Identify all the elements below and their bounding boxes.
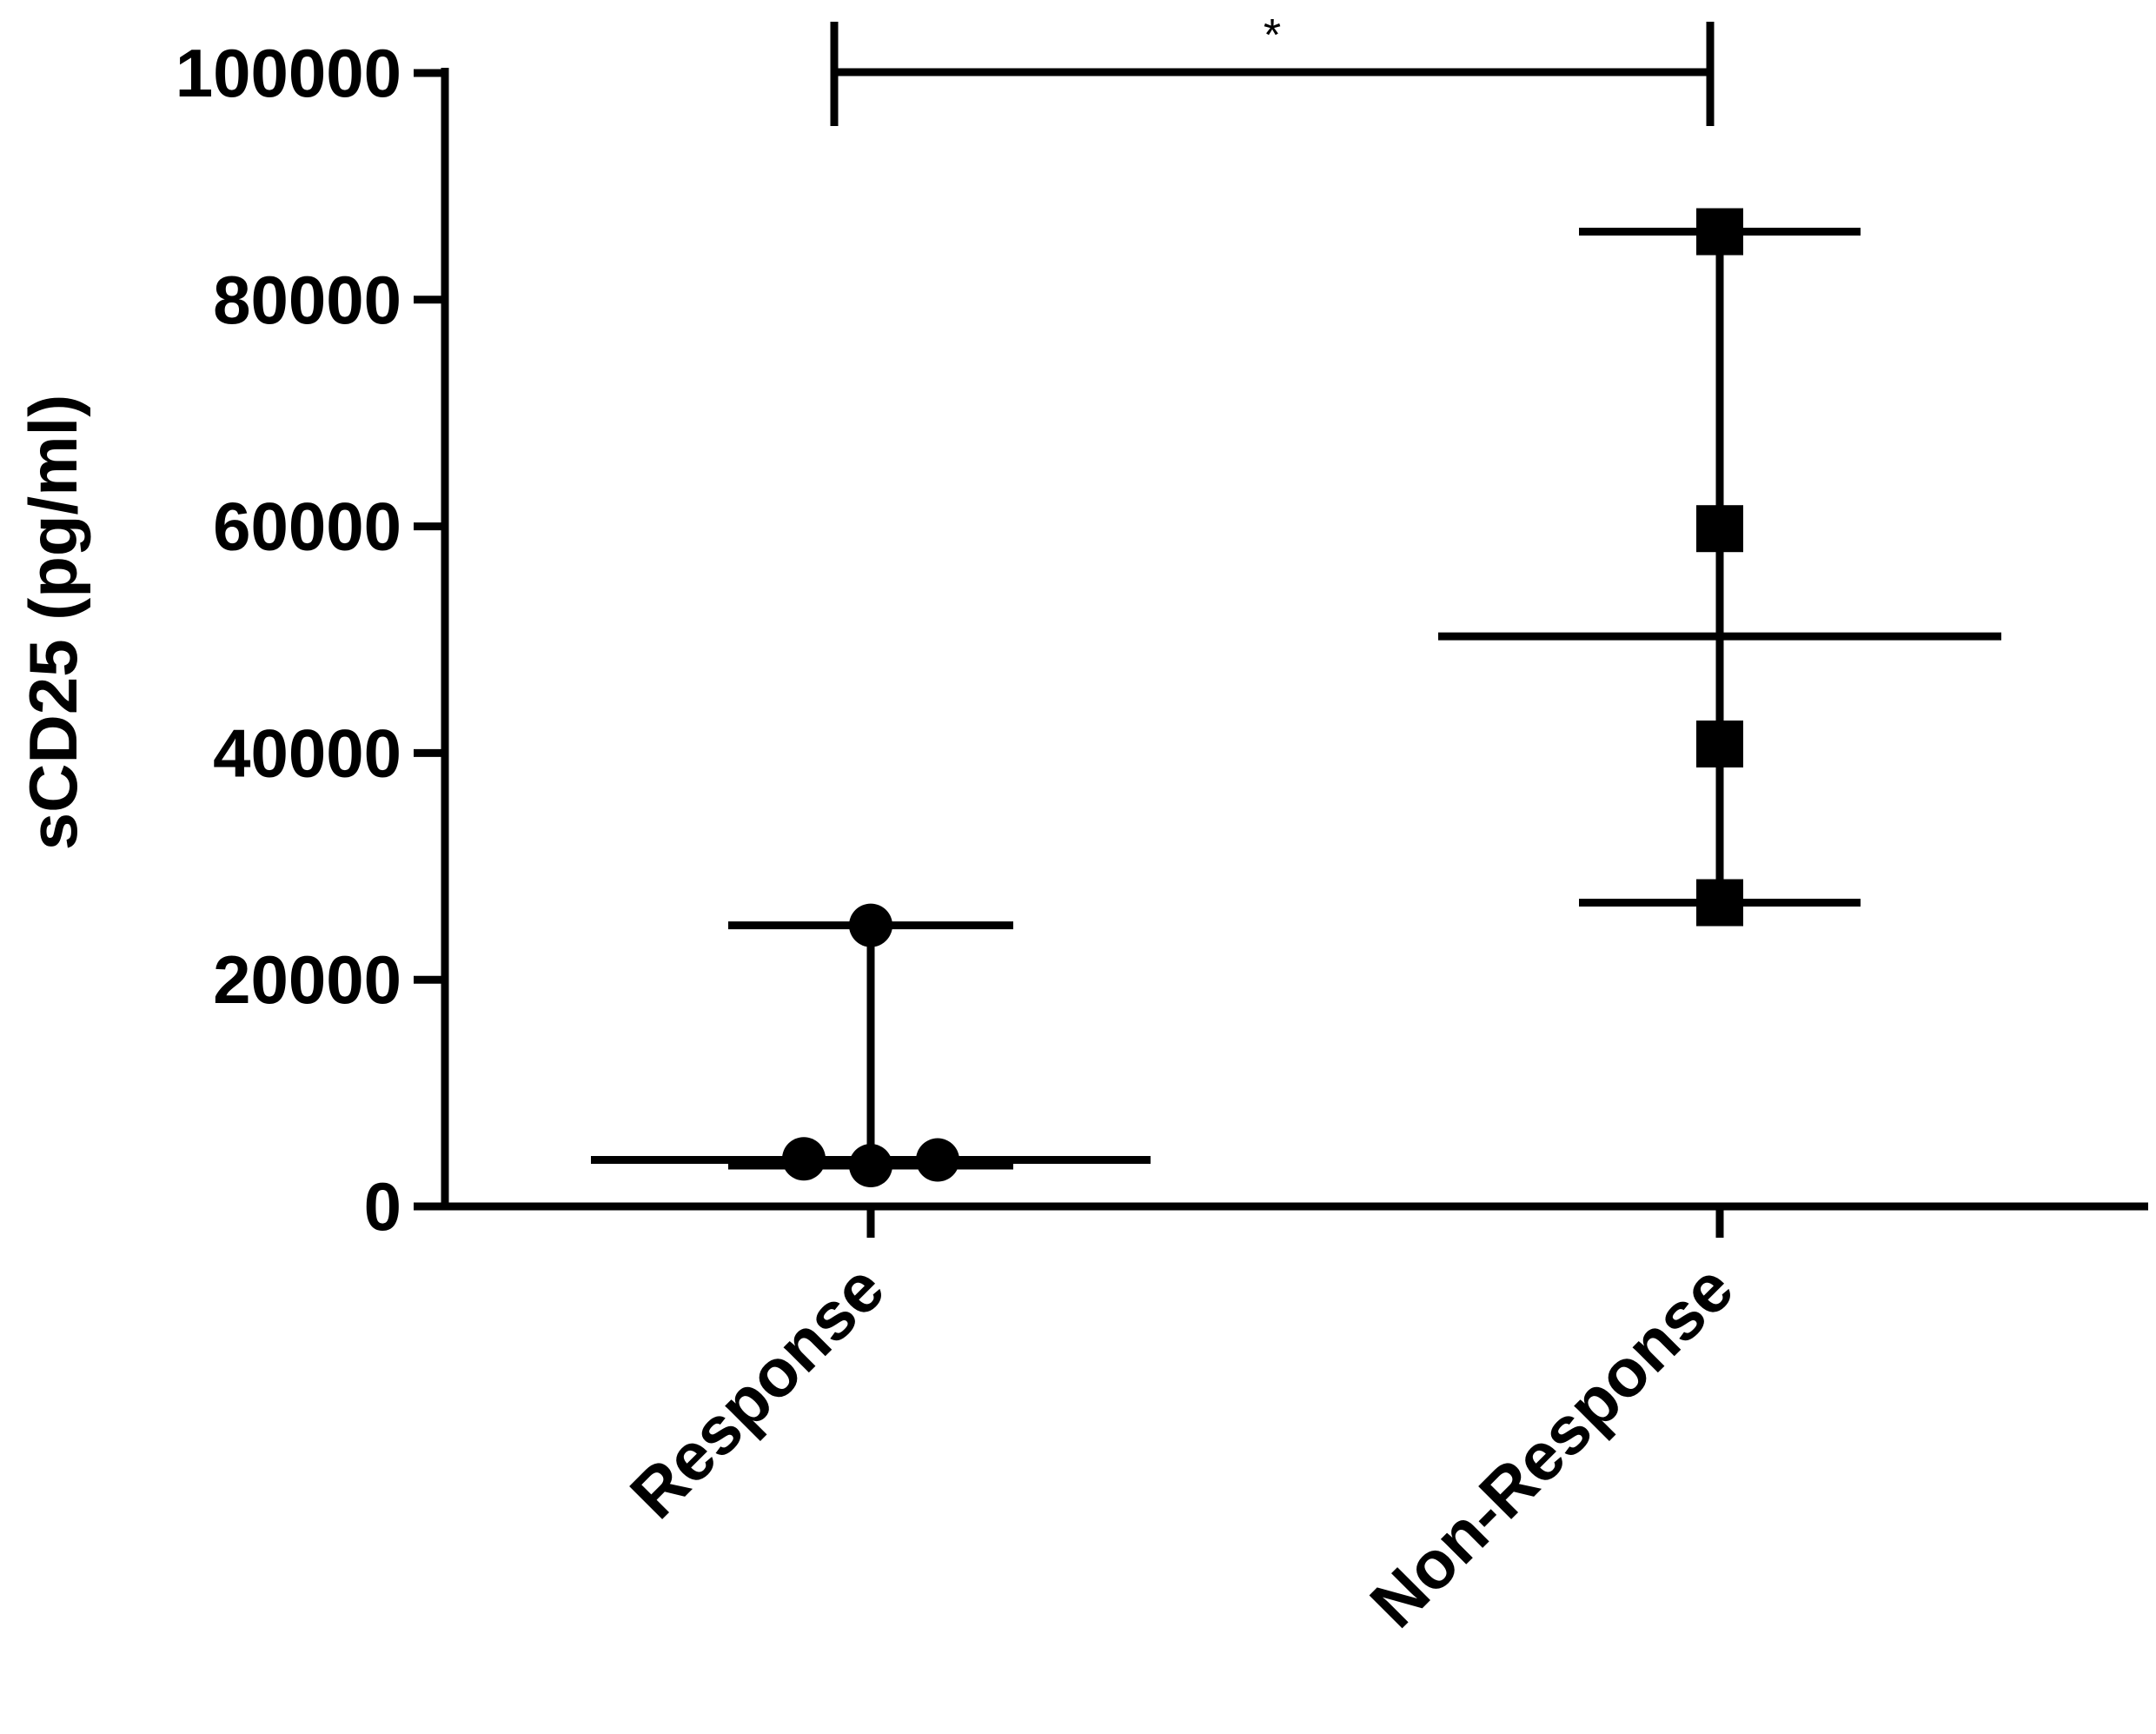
y-tick-label: 40000	[213, 714, 401, 791]
series-response	[591, 903, 1151, 1188]
data-point	[849, 1144, 892, 1188]
x-tick-label: Response	[615, 1250, 899, 1533]
y-tick-label: 0	[364, 1168, 401, 1245]
y-tick-label: 80000	[213, 262, 401, 338]
data-point	[782, 1137, 826, 1181]
y-tick-label: 60000	[213, 488, 401, 565]
x-tick-label: Non-Response	[1356, 1250, 1748, 1642]
data-point	[1696, 505, 1743, 553]
data-point	[1696, 720, 1743, 767]
y-axis-label: sCD25 (pg/ml)	[15, 395, 91, 850]
series-non-response	[1438, 208, 2001, 927]
y-tick-label: 100000	[176, 35, 401, 111]
plot-area: *	[591, 10, 2001, 1188]
data-point	[1696, 879, 1743, 927]
data-point	[916, 1138, 959, 1182]
significance-bracket: *	[830, 10, 1715, 126]
significance-label: *	[1264, 10, 1281, 61]
y-tick-label: 20000	[213, 941, 401, 1018]
data-point	[1696, 208, 1743, 256]
data-point	[849, 903, 892, 947]
axes: 0 20000 40000 60000 80000 100000 Response Non-R…	[176, 35, 2148, 1642]
